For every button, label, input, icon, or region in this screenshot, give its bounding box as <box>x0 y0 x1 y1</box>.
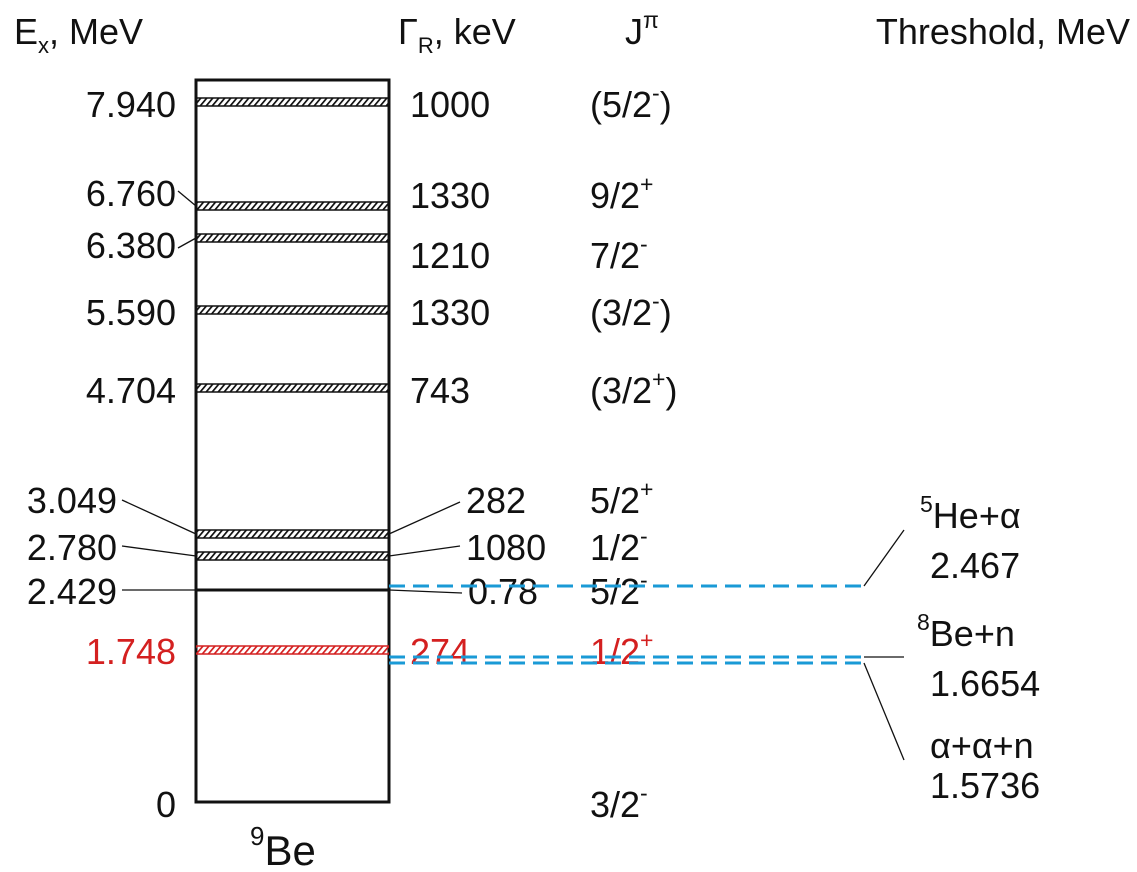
threshold-channel-label: 8Be+n <box>917 609 1015 654</box>
spin-parity-label: (3/2-) <box>590 288 672 333</box>
energy-label: 1.748 <box>86 631 176 672</box>
width-label: 1210 <box>410 235 490 276</box>
level-band-7.940 <box>196 97 389 107</box>
energy-leader-line <box>177 237 197 249</box>
levels-layer: 7.940 1000 (5/2-) 6.760 1330 9/2+ 6.380 1210 7/2… <box>27 80 678 825</box>
energy-leader-line <box>121 545 197 557</box>
width-leader-line <box>388 545 461 557</box>
threshold-value-label: 2.467 <box>930 545 1020 586</box>
spin-parity-label: 7/2- <box>590 231 648 276</box>
threshold-value-label: 1.5736 <box>930 765 1040 806</box>
width-label: 743 <box>410 370 470 411</box>
threshold-value-label: 1.6654 <box>930 663 1040 704</box>
spin-parity-label: (5/2-) <box>590 80 672 125</box>
energy-label: 7.940 <box>86 84 176 125</box>
spin-parity-label: (3/2+) <box>590 366 677 411</box>
width-leader-line <box>388 589 463 594</box>
energy-label: 5.590 <box>86 292 176 333</box>
header-threshold: Threshold, MeV <box>876 11 1130 52</box>
header-excitation-energy: Ex, MeV <box>14 11 143 58</box>
level-band-2.780 <box>196 551 389 561</box>
threshold-channel-label: α+α+n <box>930 725 1034 766</box>
spin-parity-label: 1/2- <box>590 523 648 568</box>
level-band-6.380 <box>196 233 389 243</box>
header-resonance-width: ΓR, keV <box>398 11 516 58</box>
threshold-leader-line <box>863 529 905 587</box>
energy-label: 3.049 <box>27 480 117 521</box>
width-label: 1330 <box>410 292 490 333</box>
energy-leader-line <box>177 190 197 207</box>
spin-parity-label: 5/2+ <box>590 476 653 521</box>
width-label: 1330 <box>410 175 490 216</box>
header-spin-parity: Jπ <box>625 7 659 52</box>
energy-label: 0 <box>156 784 176 825</box>
spin-parity-label: 5/2- <box>590 567 648 612</box>
energy-label: 6.380 <box>86 225 176 266</box>
energy-label: 2.780 <box>27 527 117 568</box>
nucleus-label: 9Be <box>250 821 316 872</box>
level-band-5.590 <box>196 305 389 315</box>
level-band-4.704 <box>196 383 389 393</box>
width-leader-line <box>388 501 461 535</box>
nucleus-level-box <box>194 78 391 804</box>
width-label: 1000 <box>410 84 490 125</box>
width-label: 282 <box>466 480 526 521</box>
level-band-1.748 <box>196 645 389 655</box>
threshold-leader-line <box>863 662 905 761</box>
thresholds-layer: 5He+α 2.467 8Be+n 1.6654 α+α+n1.5736 <box>389 491 1040 806</box>
level-band-6.760 <box>196 201 389 211</box>
energy-label: 6.760 <box>86 173 176 214</box>
spin-parity-label: 1/2+ <box>590 627 653 672</box>
width-label: 0.78 <box>468 571 538 612</box>
spin-parity-label: 9/2+ <box>590 171 653 216</box>
energy-leader-line <box>121 499 197 535</box>
energy-label: 2.429 <box>27 571 117 612</box>
spin-parity-label: 3/2- <box>590 780 648 825</box>
threshold-channel-label: 5He+α <box>920 491 1021 536</box>
width-label: 1080 <box>466 527 546 568</box>
width-label: 274 <box>410 631 470 672</box>
energy-label: 4.704 <box>86 370 176 411</box>
level-band-3.049 <box>196 529 389 539</box>
